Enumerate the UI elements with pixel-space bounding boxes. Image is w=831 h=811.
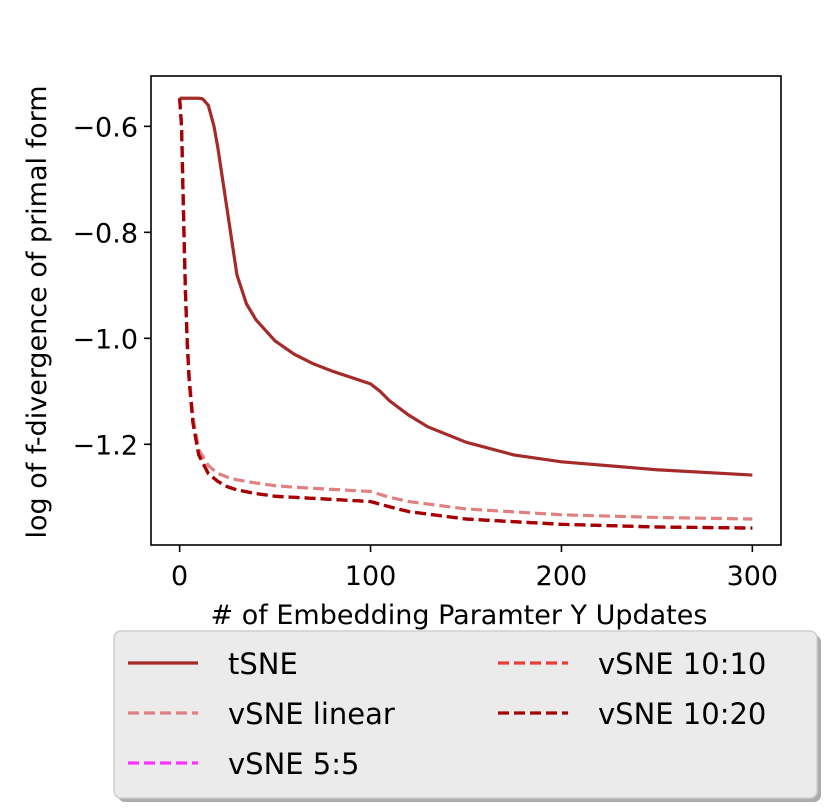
legend-label: vSNE linear xyxy=(228,697,395,731)
plot-area-frame xyxy=(150,75,782,546)
y-tick-label: −0.6 xyxy=(72,112,138,143)
series-line-vsne-5-5 xyxy=(178,98,753,530)
legend-box xyxy=(113,630,818,799)
series-line-tsne xyxy=(179,96,753,477)
y-tick-label: −1.2 xyxy=(72,430,138,461)
legend-label: vSNE 10:20 xyxy=(598,697,766,731)
legend-label: tSNE xyxy=(228,647,298,681)
legend-label: vSNE 5:5 xyxy=(228,747,359,781)
series-line-vsne-10-10 xyxy=(178,98,753,530)
x-tick-label: 0 xyxy=(171,561,188,592)
x-tick-label: 300 xyxy=(727,561,779,592)
series-line-vsne-10-20 xyxy=(178,98,753,530)
x-tick-label: 100 xyxy=(345,561,397,592)
y-tick-label: −0.8 xyxy=(72,218,138,249)
legend: tSNE vSNE linear vSNE 5:5 vSNE 10:10 vSNE 10… xyxy=(113,630,821,802)
series-line-vsne-linear xyxy=(178,98,753,521)
x-tick-label: 200 xyxy=(536,561,588,592)
y-axis-label: log of f-divergence of primal form xyxy=(22,85,53,538)
y-tick-label: −1.0 xyxy=(72,324,138,355)
x-axis-label: # of Embedding Paramter Y Updates xyxy=(211,600,708,631)
legend-label: vSNE 10:10 xyxy=(598,647,766,681)
